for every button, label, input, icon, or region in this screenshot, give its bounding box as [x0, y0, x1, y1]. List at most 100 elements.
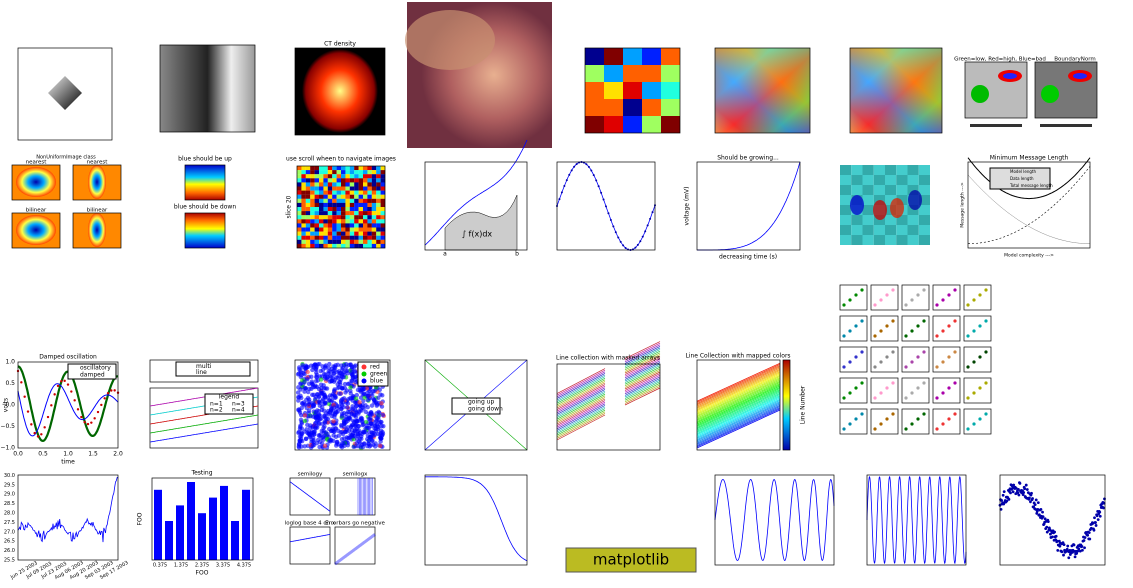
pixel — [297, 190, 302, 195]
pixel — [336, 239, 342, 244]
pixel — [367, 235, 372, 240]
segment — [696, 379, 781, 419]
point — [1083, 546, 1086, 550]
label: blue should be down — [174, 204, 236, 211]
label: Errorbars go negative — [325, 521, 385, 527]
pixel — [336, 174, 342, 179]
segment — [624, 365, 661, 383]
pixel — [305, 223, 311, 228]
pixel — [327, 202, 333, 208]
marker — [53, 393, 56, 396]
pixel — [371, 243, 377, 249]
label: nearest — [26, 160, 48, 166]
pixel — [336, 207, 342, 212]
pixel — [376, 198, 381, 203]
point — [1077, 547, 1081, 551]
marker — [966, 303, 970, 307]
pixel — [380, 227, 386, 232]
point — [327, 438, 332, 444]
marker — [891, 319, 895, 323]
marker — [560, 191, 563, 194]
point — [353, 363, 358, 368]
pixel — [314, 243, 320, 249]
pixel — [380, 178, 386, 183]
pixel — [301, 198, 306, 203]
pixel — [301, 219, 306, 224]
point — [1043, 517, 1047, 521]
segment — [624, 341, 661, 359]
segment — [696, 388, 781, 427]
marker — [916, 324, 920, 328]
pixel — [323, 215, 328, 220]
pixel — [314, 166, 320, 171]
pixel — [314, 190, 320, 195]
check — [896, 165, 908, 175]
axes-frame — [963, 315, 992, 342]
pixel — [297, 231, 302, 236]
pixel — [354, 190, 359, 195]
segment — [556, 385, 606, 412]
point — [318, 377, 324, 382]
point — [1045, 525, 1049, 529]
point — [344, 435, 349, 440]
check — [862, 205, 874, 215]
hat — [405, 10, 495, 70]
label: 27.5 — [4, 520, 15, 526]
pixel — [319, 227, 324, 232]
point — [359, 434, 364, 439]
point — [1080, 544, 1084, 548]
label: 0.0 — [13, 451, 23, 458]
point — [326, 398, 332, 403]
pixel — [345, 194, 350, 199]
point — [338, 429, 344, 435]
pixel — [336, 182, 342, 187]
pixel — [301, 223, 306, 228]
axes-frame — [967, 161, 1091, 249]
check — [851, 225, 863, 235]
axes-frame — [870, 315, 899, 342]
pixel — [380, 186, 386, 191]
pixel — [332, 166, 337, 171]
pixel — [301, 174, 306, 179]
pixel — [310, 243, 315, 249]
point — [1024, 483, 1028, 487]
point — [1094, 521, 1097, 524]
curve — [17, 383, 119, 437]
segment — [696, 382, 781, 421]
label: 26.5 — [4, 539, 15, 545]
pixel — [332, 243, 337, 249]
pixel — [310, 207, 315, 212]
check — [896, 185, 908, 195]
marker — [26, 410, 30, 413]
point — [310, 443, 315, 449]
point — [365, 397, 371, 403]
pixel — [327, 194, 333, 199]
blob — [1073, 73, 1087, 79]
marker — [873, 334, 877, 338]
pixel — [310, 215, 315, 220]
segment — [696, 376, 781, 415]
pixel — [319, 211, 324, 216]
pixel — [371, 190, 377, 195]
pixel — [371, 182, 377, 187]
pixel — [327, 190, 333, 195]
point — [381, 424, 386, 429]
point — [345, 371, 350, 376]
point — [296, 398, 301, 403]
marker — [641, 235, 644, 238]
pixel — [314, 227, 320, 232]
pixel — [376, 239, 381, 244]
marker — [972, 329, 976, 333]
pixel — [305, 219, 311, 224]
check — [851, 175, 863, 185]
segment — [556, 374, 606, 401]
pixel — [310, 211, 315, 216]
marker — [70, 390, 73, 393]
segment — [624, 378, 661, 396]
pixel — [341, 219, 346, 224]
grid-cell — [642, 48, 661, 65]
marker — [614, 231, 617, 234]
marker — [60, 380, 63, 383]
segment — [624, 357, 661, 375]
segment — [624, 376, 661, 395]
